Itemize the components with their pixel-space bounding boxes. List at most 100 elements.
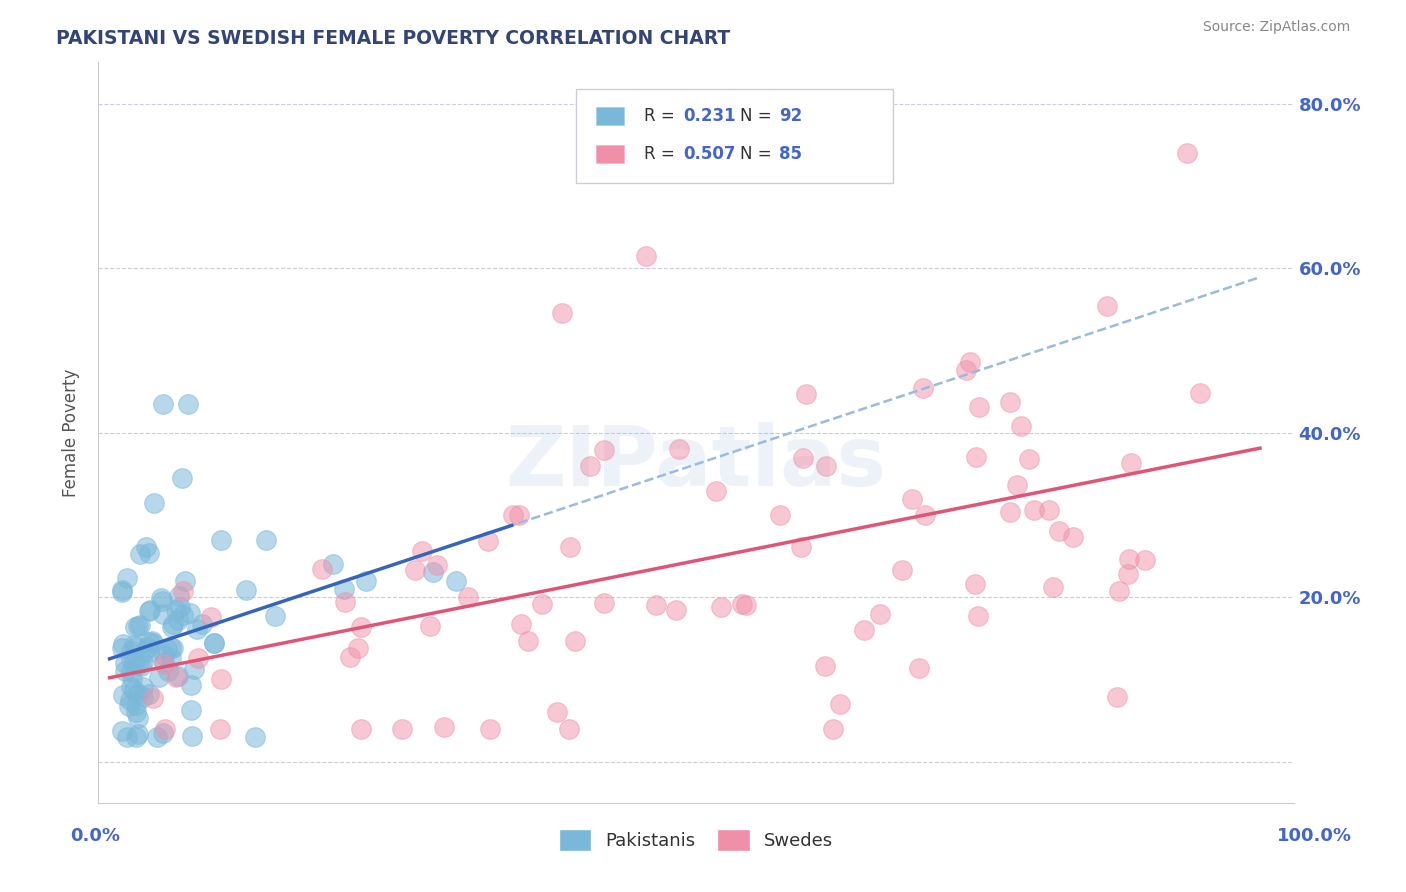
Point	[792, 451, 814, 466]
Point	[1010, 418, 1032, 433]
Point	[634, 249, 657, 263]
Point	[142, 690, 165, 705]
Point	[183, 662, 205, 676]
Text: 92: 92	[779, 107, 803, 125]
Point	[172, 471, 194, 485]
Point	[790, 540, 813, 554]
Point	[814, 659, 837, 673]
Point	[890, 563, 912, 577]
Point	[180, 703, 202, 717]
Point	[186, 622, 208, 636]
Text: 0.231: 0.231	[683, 107, 735, 125]
Point	[165, 603, 187, 617]
Point	[127, 727, 149, 741]
Point	[167, 589, 190, 603]
Point	[152, 726, 174, 740]
Point	[1108, 583, 1130, 598]
Point	[349, 620, 371, 634]
Point	[731, 597, 754, 611]
Point	[823, 722, 845, 736]
Point	[111, 637, 134, 651]
Text: N =: N =	[740, 107, 776, 125]
Point	[411, 544, 433, 558]
Point	[165, 670, 187, 684]
Point	[735, 599, 758, 613]
Point	[209, 673, 232, 687]
Point	[127, 687, 149, 701]
Point	[200, 609, 222, 624]
Point	[162, 640, 184, 655]
Point	[1047, 524, 1070, 539]
Point	[143, 495, 166, 509]
Point	[339, 650, 361, 665]
Point	[558, 540, 581, 554]
Text: 0.0%: 0.0%	[70, 827, 121, 845]
Point	[593, 442, 616, 457]
Point	[1042, 580, 1064, 594]
Point	[509, 616, 531, 631]
Point	[254, 533, 277, 547]
Point	[125, 640, 148, 655]
Point	[191, 616, 214, 631]
Point	[710, 599, 733, 614]
Point	[644, 598, 666, 612]
Point	[139, 603, 162, 617]
Point	[122, 682, 145, 697]
Point	[166, 614, 188, 628]
Point	[704, 483, 727, 498]
Point	[209, 722, 232, 736]
Point	[853, 623, 876, 637]
Point	[120, 693, 142, 707]
Point	[998, 394, 1021, 409]
Point	[142, 636, 165, 650]
Point	[1024, 503, 1046, 517]
Point	[115, 730, 138, 744]
Point	[114, 656, 136, 670]
Point	[166, 669, 188, 683]
Point	[1062, 530, 1084, 544]
Text: R =: R =	[644, 107, 681, 125]
Point	[172, 607, 194, 622]
Point	[125, 730, 148, 744]
Point	[204, 636, 226, 650]
Point	[111, 582, 134, 597]
Point	[557, 722, 579, 736]
Point	[967, 400, 990, 414]
Point	[668, 442, 690, 456]
Point	[162, 617, 184, 632]
Point	[179, 607, 201, 621]
Point	[1095, 299, 1118, 313]
Point	[122, 638, 145, 652]
Point	[111, 724, 134, 739]
Point	[457, 591, 479, 605]
Point	[959, 355, 981, 369]
Point	[111, 640, 134, 655]
Point	[794, 386, 817, 401]
Point	[516, 633, 538, 648]
Point	[121, 671, 143, 685]
Point	[333, 595, 356, 609]
Point	[911, 381, 934, 395]
Point	[1133, 553, 1156, 567]
Point	[187, 650, 209, 665]
Point	[131, 655, 153, 669]
Text: R =: R =	[644, 145, 681, 163]
Point	[138, 604, 160, 618]
Point	[1007, 478, 1029, 492]
Point	[135, 540, 157, 554]
Text: N =: N =	[740, 145, 776, 163]
Point	[136, 640, 159, 655]
Point	[531, 598, 554, 612]
Point	[508, 508, 530, 522]
Point	[169, 600, 191, 615]
Point	[1105, 690, 1128, 704]
Point	[160, 650, 183, 665]
Point	[311, 562, 333, 576]
Point	[333, 582, 356, 596]
Point	[124, 620, 146, 634]
Point	[1018, 452, 1040, 467]
Point	[564, 633, 586, 648]
Point	[579, 458, 602, 473]
Point	[998, 505, 1021, 519]
Point	[121, 664, 143, 678]
